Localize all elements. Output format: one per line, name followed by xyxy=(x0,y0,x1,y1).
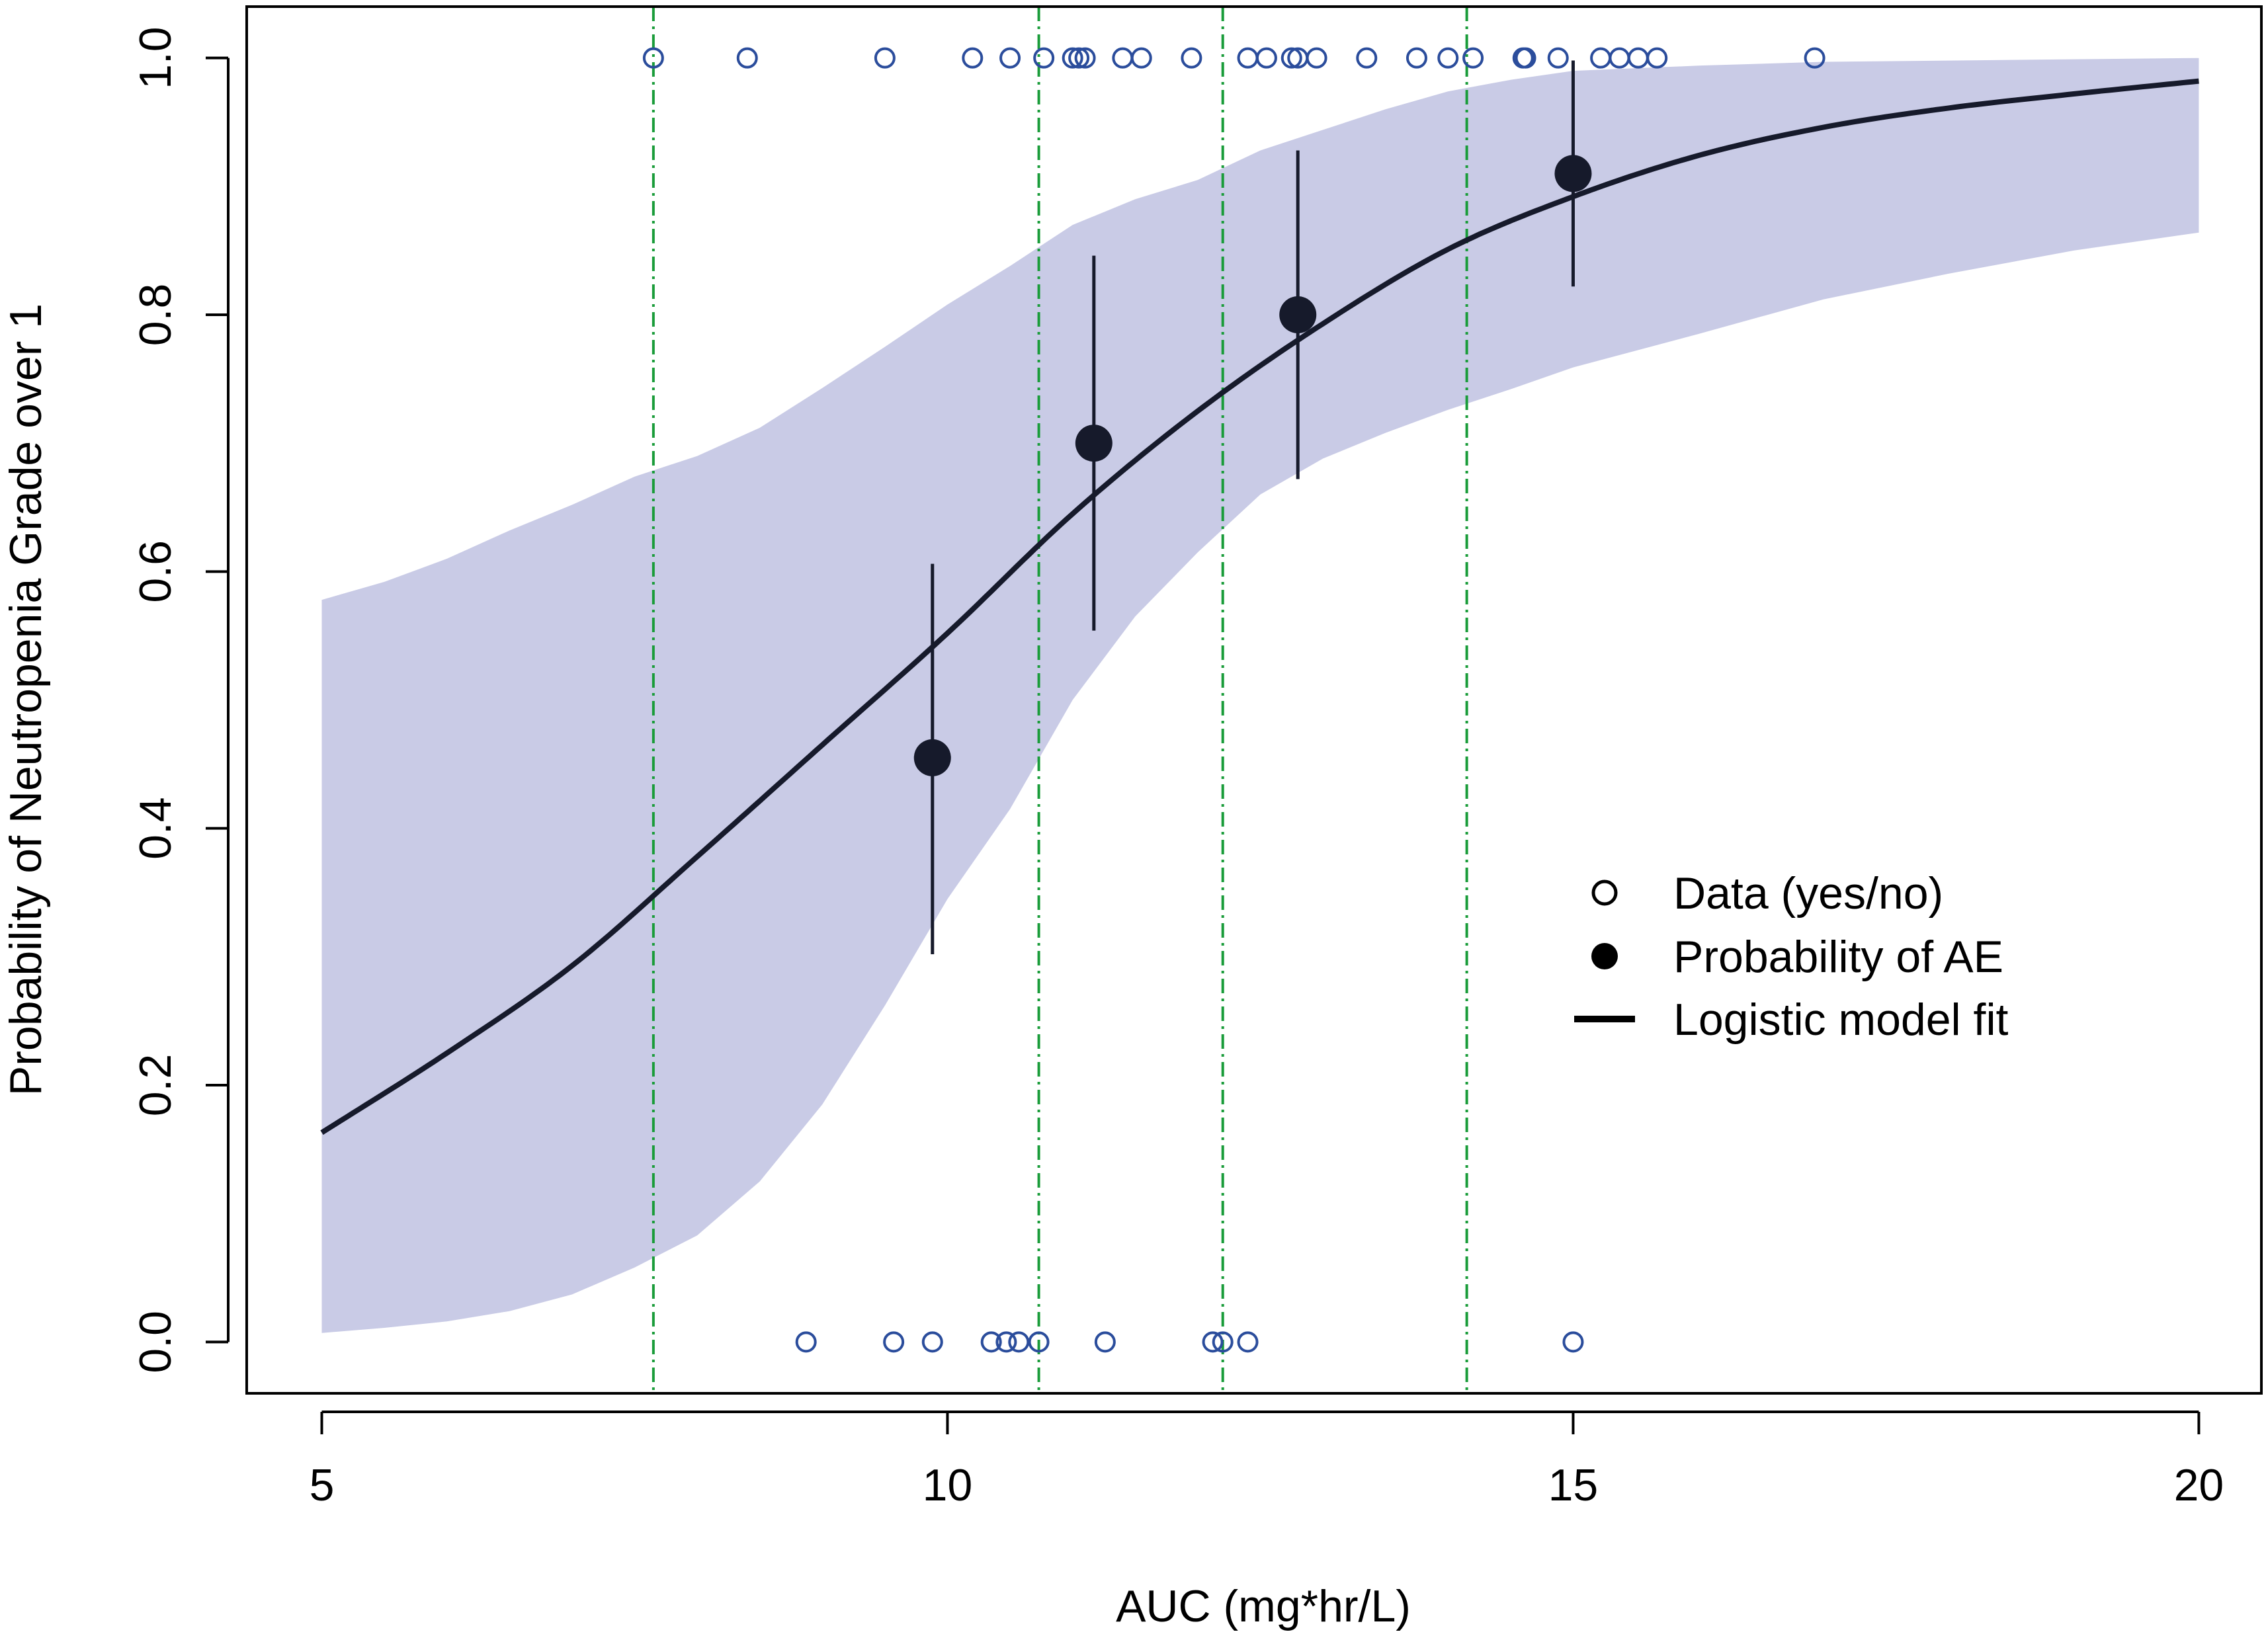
summary-point xyxy=(913,739,951,776)
legend-label-fit: Logistic model fit xyxy=(1673,995,2009,1045)
observed-point-yes xyxy=(1181,47,1202,69)
y-tick-label: 0.2 xyxy=(130,1054,181,1117)
observed-point-no xyxy=(1008,1331,1030,1353)
observed-point-yes xyxy=(1406,47,1427,69)
y-axis-title: Probability of Neutropenia Grade over 1 xyxy=(1,304,51,1096)
observed-point-no xyxy=(921,1331,943,1353)
observed-point-no xyxy=(995,1331,1017,1353)
observed-point-yes xyxy=(1033,47,1055,69)
observed-point-yes xyxy=(1068,47,1090,69)
x-tick-label: 15 xyxy=(1548,1460,1599,1510)
summary-points-layer xyxy=(913,155,1592,776)
observed-point-yes xyxy=(1462,47,1484,69)
observed-point-yes xyxy=(1356,47,1378,69)
x-tick-label: 5 xyxy=(310,1460,335,1510)
summary-point xyxy=(1554,155,1592,192)
observed-point-yes xyxy=(1646,47,1668,69)
legend-label-probability: Probability of AE xyxy=(1673,932,2003,982)
summary-point xyxy=(1279,296,1317,333)
legend-label-data: Data (yes/no) xyxy=(1673,868,1943,919)
plot-frame xyxy=(245,5,2263,1395)
observed-point-yes xyxy=(1547,47,1569,69)
observed-point-no xyxy=(1237,1331,1259,1353)
observed-point-yes xyxy=(736,47,758,69)
y-tick-label: 0.6 xyxy=(130,540,181,603)
observed-point-yes xyxy=(962,47,984,69)
fit-line-layer xyxy=(320,78,2199,1135)
x-tick-label: 20 xyxy=(2174,1460,2224,1510)
observed-point-no xyxy=(795,1331,817,1353)
legend-filled-circle-icon xyxy=(1591,943,1618,969)
observed-point-yes xyxy=(1062,47,1083,69)
observed-point-yes xyxy=(1130,47,1152,69)
observed-point-yes xyxy=(1255,47,1277,69)
observed-point-yes xyxy=(1437,47,1459,69)
confidence-band xyxy=(321,58,2199,1333)
observed-point-no xyxy=(980,1331,1002,1353)
observed-point-yes xyxy=(999,47,1021,69)
observed-point-no xyxy=(883,1331,905,1353)
y-tick-label: 0.8 xyxy=(130,284,181,347)
legend-open-circle-icon xyxy=(1591,879,1618,906)
legend: Data (yes/no) Probability of AE Logistic… xyxy=(1574,868,2009,1045)
observed-points-layer xyxy=(642,47,1826,1353)
x-tick-label: 10 xyxy=(923,1460,973,1510)
observed-point-no xyxy=(1028,1331,1050,1353)
observed-point-no xyxy=(1562,1331,1584,1353)
logistic-fit-line xyxy=(320,78,2199,1135)
observed-point-no xyxy=(1212,1331,1234,1353)
axes-layer: 5 10 15 20 0.0 0.2 0.4 0.6 0.8 1.0 xyxy=(130,26,2224,1510)
observed-point-no xyxy=(1202,1331,1224,1353)
observed-point-yes xyxy=(1281,47,1302,69)
observed-point-yes xyxy=(874,47,896,69)
y-tick-label: 0.0 xyxy=(130,1311,181,1373)
confidence-band-layer xyxy=(321,58,2199,1333)
y-tick-label: 0.4 xyxy=(130,797,181,860)
summary-point xyxy=(1075,425,1113,462)
observed-point-yes xyxy=(1306,47,1327,69)
y-tick-label: 1.0 xyxy=(130,26,181,89)
observed-point-yes xyxy=(1804,47,1826,69)
observed-point-yes xyxy=(1074,47,1096,69)
x-axis-title: AUC (mg*hr/L) xyxy=(1116,1581,1411,1631)
observed-point-no xyxy=(1094,1331,1116,1353)
observed-point-yes xyxy=(1515,47,1536,69)
observed-point-yes xyxy=(642,47,664,69)
